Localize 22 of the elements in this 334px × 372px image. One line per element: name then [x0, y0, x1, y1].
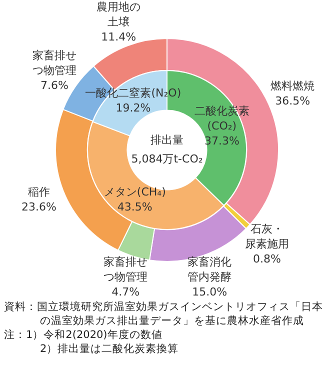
- data-label: 11.4%: [101, 30, 136, 44]
- slice-label: 燃料燃焼: [270, 79, 315, 92]
- data-label: 7.6%: [40, 78, 68, 92]
- text: 2）排出量は二酸化炭素換算: [39, 342, 180, 356]
- data-label: 4.7%: [112, 285, 140, 298]
- text: 注：1）令和2(2020)年度の数値: [4, 328, 164, 342]
- text: 排出量: [150, 133, 184, 146]
- data-label: 0.8%: [252, 252, 281, 266]
- slice-label: 農用地の土壌: [96, 0, 141, 28]
- slice-label: 家畜排せつ物管理: [32, 48, 76, 77]
- text: 資料：国立環境研究所温室効果ガスインベントリオフィス「日本の温室効果ガス排出量データ」を基に農林水産省作成: [4, 300, 324, 328]
- text: 5,084万t-CO₂: [131, 152, 203, 166]
- slice-label: 家畜排せつ物管理: [104, 255, 148, 284]
- slice-label: 石灰・尿素施用: [244, 222, 289, 250]
- slice-label: メタン(CH₄): [104, 186, 166, 199]
- data-label: 15.0%: [192, 285, 228, 298]
- data-label: 43.5%: [117, 200, 152, 214]
- data-label: 23.6%: [21, 200, 56, 214]
- slice-label: 家畜消化管内発酵: [188, 255, 232, 284]
- data-label: 19.2%: [116, 101, 151, 114]
- slice-label: 稲作: [28, 185, 50, 198]
- data-label: 36.5%: [275, 94, 310, 108]
